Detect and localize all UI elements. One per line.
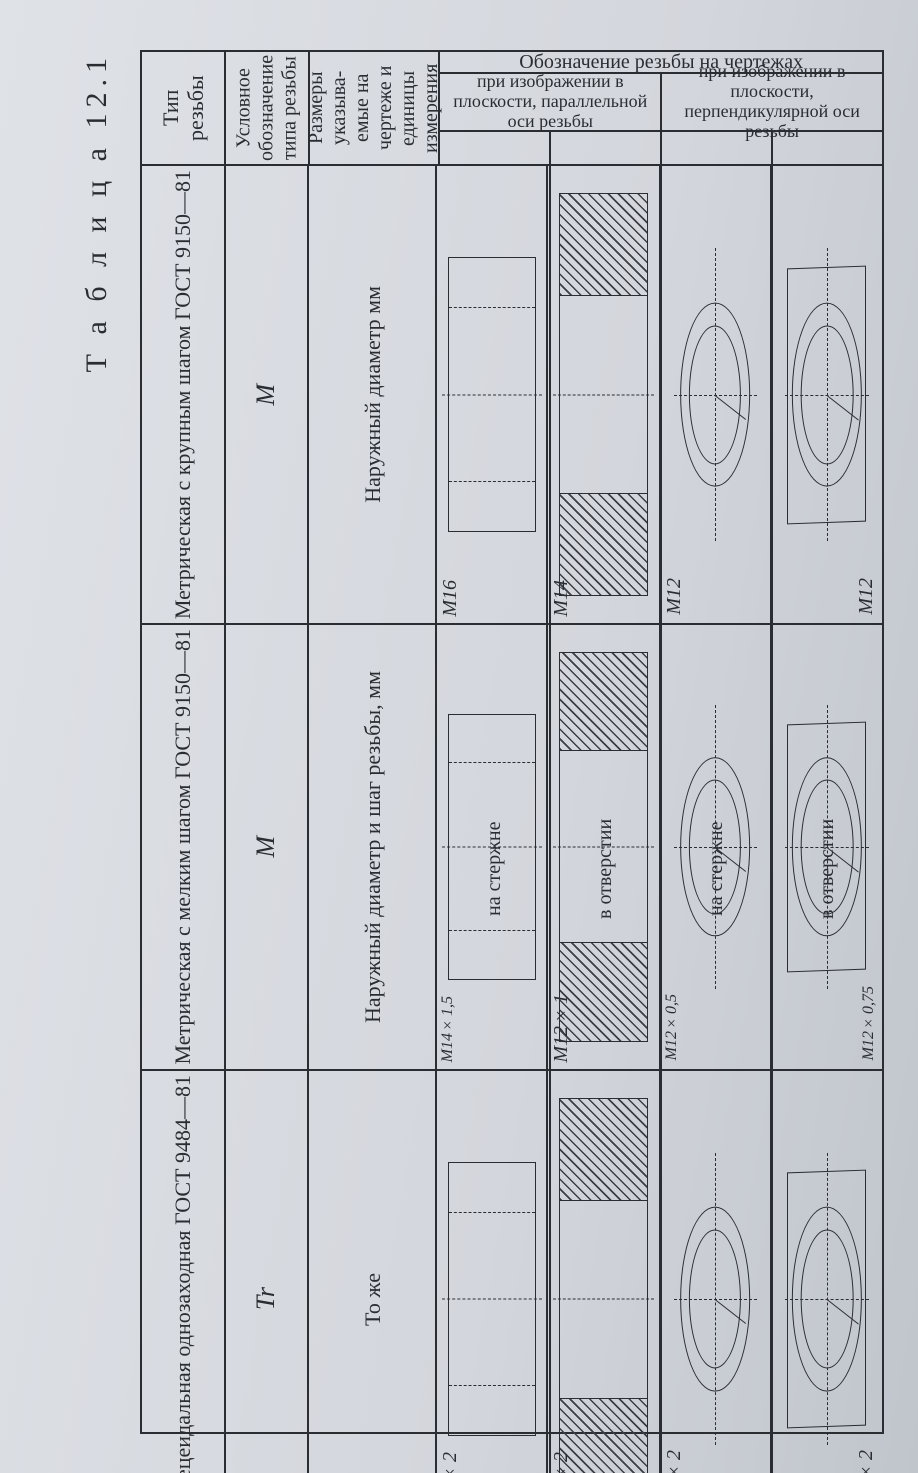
cell-dim: То же <box>309 1071 437 1473</box>
drawing-perp-hole: Tr14×2 <box>772 1071 882 1473</box>
cell-par-shaft: M16 <box>437 166 548 623</box>
hdr-parallel: при изображении в плоскости, параллельно… <box>440 74 660 130</box>
thread-dim: Наружный диаметр мм <box>360 282 385 507</box>
thread-dim: Наружный диаметр и шаг резьбы, мм <box>360 667 385 1027</box>
thread-symbol: М <box>251 384 281 406</box>
cell-par-hole: M14 <box>548 166 660 623</box>
drawing-par-hole: Tr14×2 <box>548 1071 658 1473</box>
page: Т а б л и ц а 12.1 Тип резьбы Условное о… <box>0 0 918 1473</box>
cell-perp-hole: M12×0,75 <box>772 625 882 1069</box>
callout: Tr14×2 <box>663 1450 686 1473</box>
thread-symbol: Tr <box>251 1287 281 1310</box>
table: Тип резьбы Условное обозначение типа рез… <box>140 50 884 1434</box>
cell-type: Метрическая с крупным шагом ГОСТ 9150—81 <box>142 166 226 623</box>
drawing-par-hole: M14 <box>548 166 658 623</box>
cell-perp-shaft: M12 <box>661 166 772 623</box>
cell-dim: Наружный диаметр и шаг резьбы, мм <box>309 625 437 1069</box>
drawing-par-shaft: Tr16×2 <box>437 1071 546 1473</box>
callout: Tr14×2 <box>550 1452 573 1473</box>
table-row: Трапецеидальная однозаходная ГОСТ 9484—8… <box>142 1071 882 1473</box>
cell-symbol: М <box>226 166 310 623</box>
cell-perp-hole: M12 <box>772 166 882 623</box>
drawing-par-hole: M12×1 <box>548 625 658 1069</box>
drawing-par-shaft: M14×1,5 <box>437 625 546 1069</box>
thread-type: Метрическая с крупным шагом ГОСТ 9150—81 <box>170 166 195 623</box>
drawing-par-shaft: M16 <box>437 166 546 623</box>
callout: M14 <box>550 580 573 617</box>
callout: Tr16×2 <box>439 1452 462 1473</box>
callout: M16 <box>439 580 462 617</box>
cell-symbol: М <box>226 625 310 1069</box>
cell-dim: Наружный диаметр мм <box>309 166 437 623</box>
table-row: Метрическая с крупным шагом ГОСТ 9150—81… <box>142 166 882 625</box>
callout: M14×1,5 <box>439 996 457 1062</box>
cell-perp-hole: Tr14×2 <box>772 1071 882 1473</box>
callout: Tr14×2 <box>855 1450 878 1473</box>
callout: M12 <box>663 578 686 615</box>
cell-par-hole: M12×1 <box>548 625 660 1069</box>
cell-type: Трапецеидальная однозаходная ГОСТ 9484—8… <box>142 1071 226 1473</box>
cell-par-shaft: Tr16×2 <box>437 1071 548 1473</box>
cell-symbol: Tr <box>226 1071 310 1473</box>
table-body: Метрическая с крупным шагом ГОСТ 9150—81… <box>142 166 882 1473</box>
callout: M12×0,5 <box>663 994 681 1060</box>
callout: M12×1 <box>550 994 573 1063</box>
thread-type: Метрическая с мелким шагом ГОСТ 9150—81 <box>170 625 195 1069</box>
cell-par-hole: Tr14×2 <box>548 1071 660 1473</box>
table-row: Метрическая с мелким шагом ГОСТ 9150—81 М… <box>142 625 882 1071</box>
cell-perp-shaft: M12×0,5 <box>661 625 772 1069</box>
thread-symbol: М <box>251 836 281 858</box>
callout: M12 <box>855 578 878 615</box>
hdr-perp: при изображении в плоскости, перпендикул… <box>662 74 882 130</box>
callout: M12×0,75 <box>860 986 878 1060</box>
drawing-perp-shaft: Tr14×2 <box>661 1071 770 1473</box>
thread-type: Трапецеидальная однозаходная ГОСТ 9484—8… <box>170 1071 195 1473</box>
table-caption: Т а б л и ц а 12.1 <box>80 52 114 372</box>
drawing-perp-hole: M12 <box>772 166 882 623</box>
cell-par-shaft: M14×1,5 <box>437 625 548 1069</box>
cell-perp-shaft: Tr14×2 <box>661 1071 772 1473</box>
cell-type: Метрическая с мелким шагом ГОСТ 9150—81 <box>142 625 226 1069</box>
drawing-perp-hole: M12×0,75 <box>772 625 882 1069</box>
hdr-type: Тип резьбы <box>142 52 224 164</box>
table-header: Тип резьбы Условное обозначение типа рез… <box>142 52 882 166</box>
drawing-perp-shaft: M12 <box>661 166 770 623</box>
hdr-dim: Размеры указыва- емые на чертеже и едини… <box>310 52 438 164</box>
hdr-symbol: Условное обозначение типа резьбы <box>226 52 308 164</box>
drawing-perp-shaft: M12×0,5 <box>661 625 770 1069</box>
thread-dim: То же <box>360 1269 385 1330</box>
